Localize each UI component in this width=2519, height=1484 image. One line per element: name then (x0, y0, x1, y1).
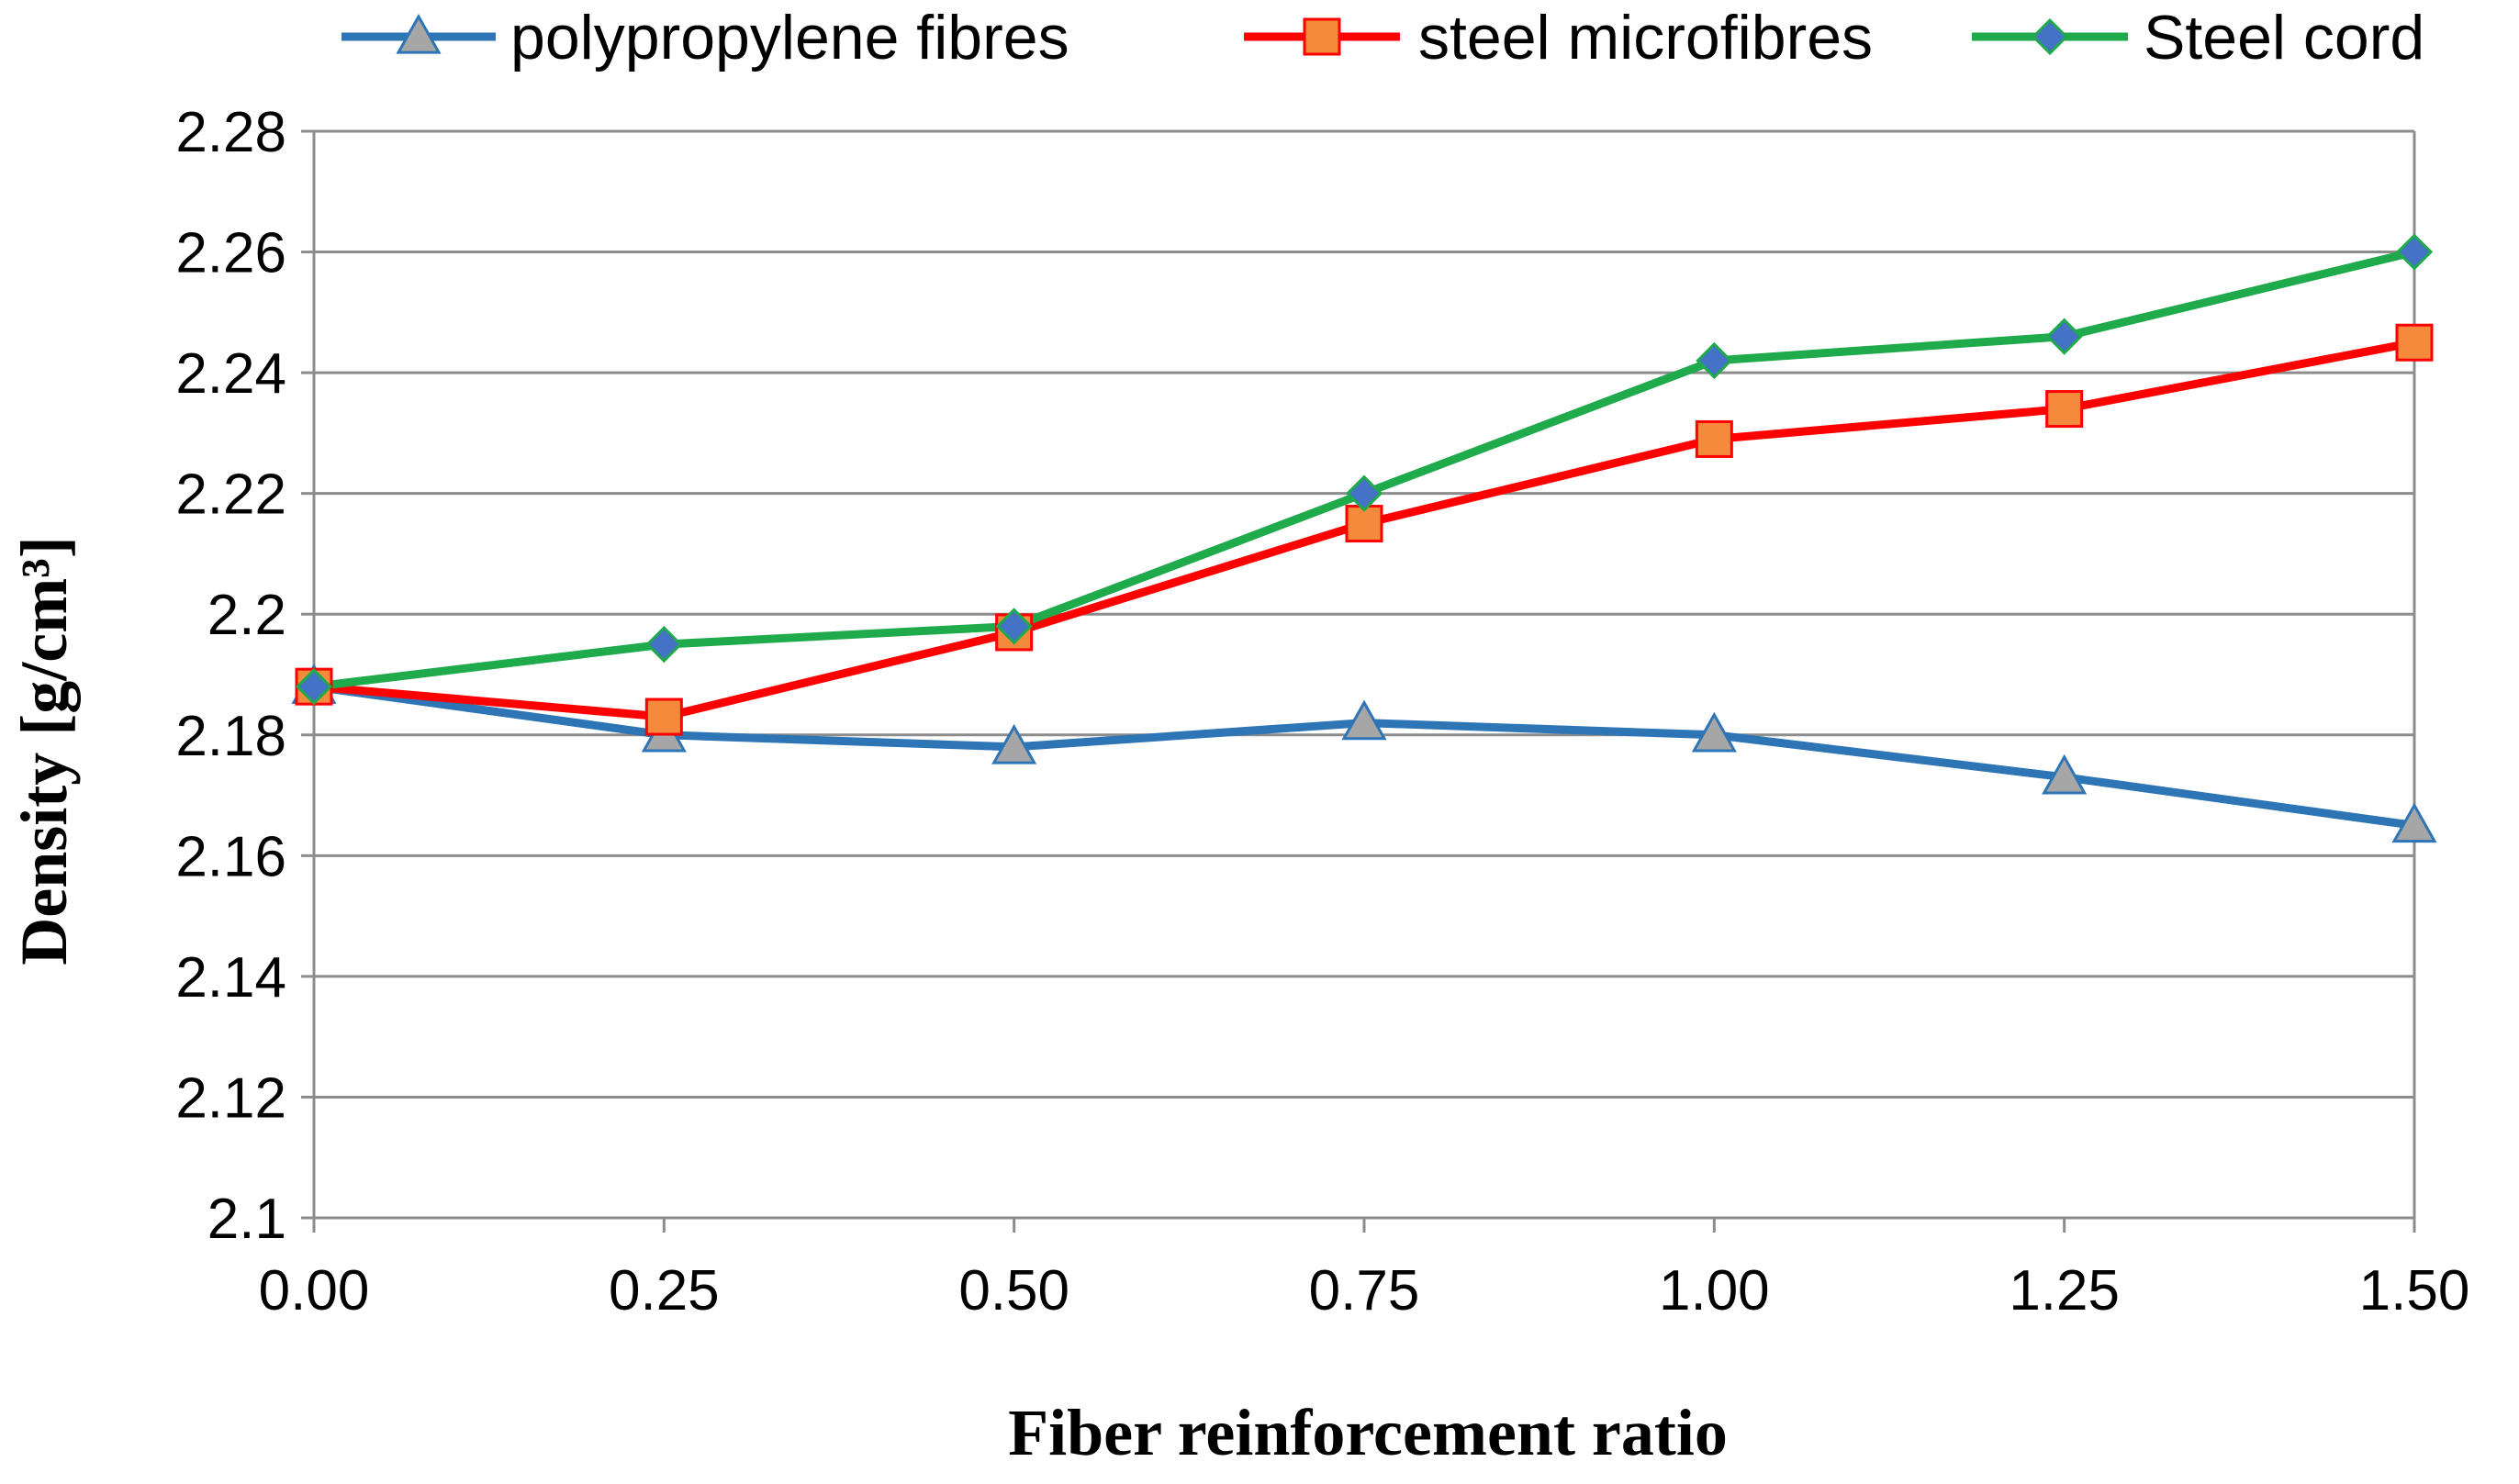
data-point-series-2 (1345, 505, 1383, 543)
data-point-series-2 (2045, 390, 2084, 429)
y-tick-label: 2.1 (207, 1188, 286, 1251)
data-point-series-1 (2391, 802, 2437, 843)
legend-marker-1 (396, 13, 442, 54)
data-point-series-2 (2395, 323, 2434, 362)
x-axis-title: Fiber reinforcement ratio (1008, 1396, 1728, 1469)
y-tick-label: 2.22 (175, 463, 286, 527)
x-tick-label: 0.50 (958, 1259, 1069, 1322)
data-markers (291, 233, 2437, 843)
x-tick-label: 1.50 (2359, 1259, 2470, 1322)
data-point-series-3 (1696, 341, 1733, 380)
data-point-series-3 (2395, 233, 2434, 271)
y-axis-title: Density [g/cm³] (7, 536, 81, 965)
y-tick-label: 2.28 (175, 101, 286, 164)
x-tick-label: 0.75 (1309, 1259, 1420, 1322)
data-point-series-3 (1345, 474, 1383, 512)
y-tick-label: 2.24 (175, 342, 286, 406)
x-tick-label: 1.00 (1659, 1259, 1770, 1322)
series-line-3 (309, 248, 2419, 691)
y-tick-label: 2.16 (175, 825, 286, 888)
x-tick-label: 0.25 (609, 1259, 720, 1322)
data-point-series-2 (1695, 419, 1733, 458)
y-tick-label: 2.12 (175, 1066, 286, 1130)
legend-marker-2 (1303, 17, 1341, 56)
x-tick-label: 0.00 (259, 1259, 370, 1322)
data-point-series-3 (295, 668, 333, 706)
legend-label-1: polypropylene fibres (510, 3, 1069, 73)
data-point-series-1 (2042, 753, 2088, 795)
legend-label-2: steel microfibres (1418, 3, 1873, 73)
y-tick-label: 2.2 (207, 584, 286, 647)
data-point-series-1 (1691, 711, 1737, 753)
legend-label-3: Steel cord (2144, 3, 2424, 73)
legend-marker-3 (2031, 17, 2069, 56)
gridlines (314, 129, 2414, 1099)
legend: polypropylene fibres steel microfibres Ste… (341, 3, 2424, 73)
y-tick-label: 2.14 (175, 946, 286, 1010)
data-point-series-3 (2045, 318, 2083, 355)
data-point-series-3 (645, 625, 683, 664)
data-point-series-1 (991, 723, 1037, 764)
axes: 2.1 2.12 2.14 2.16 2.18 2.2 2.22 2.24 2.26 2.28 0.… (175, 101, 2469, 1322)
y-tick-label: 2.18 (175, 705, 286, 768)
x-tick-label: 1.25 (2009, 1259, 2120, 1322)
data-point-series-2 (644, 697, 683, 736)
data-point-series-3 (995, 608, 1033, 645)
data-point-series-1 (1341, 699, 1387, 741)
y-tick-label: 2.26 (175, 222, 286, 285)
